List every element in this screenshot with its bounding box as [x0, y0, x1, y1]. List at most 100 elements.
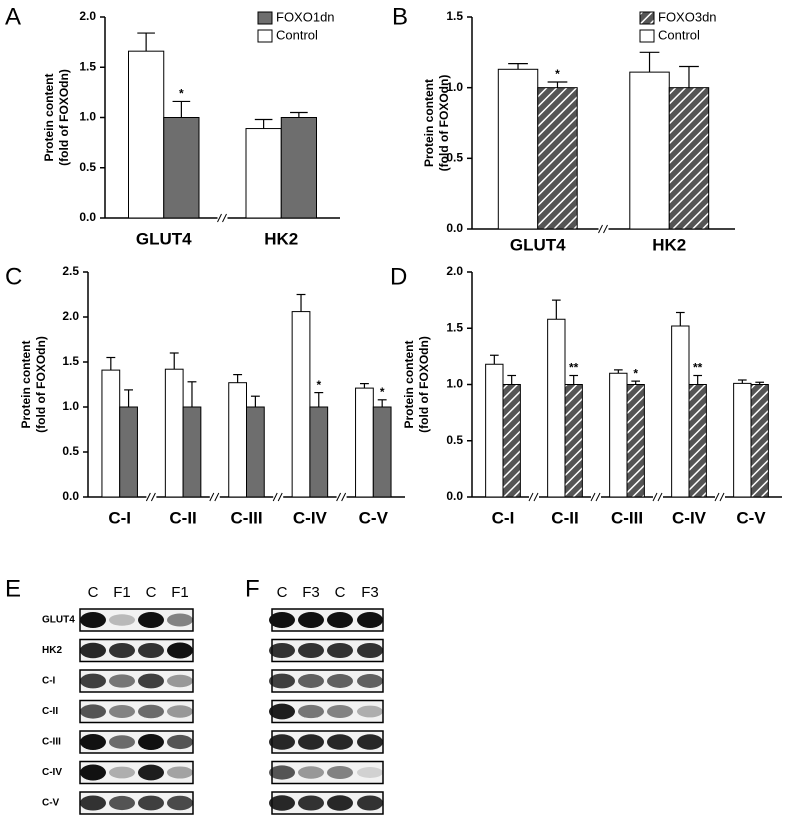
blot-band: [109, 705, 135, 718]
bar: [182, 406, 202, 498]
y-tick-label: 2.5: [62, 264, 79, 278]
blot-band: [269, 734, 295, 750]
blot-band: [298, 612, 324, 628]
lane-label: C: [146, 584, 157, 601]
blot-band: [138, 673, 164, 689]
blot-band: [357, 612, 383, 628]
bar: [688, 384, 707, 498]
y-tick-label: 1.5: [446, 9, 463, 23]
panel-label: C: [5, 263, 22, 290]
legend-label: FOXO3dn: [658, 9, 717, 24]
blot-band: [298, 795, 324, 811]
axis-break: [653, 493, 663, 501]
x-tick-label: C-III: [230, 508, 262, 527]
bar: [101, 369, 121, 498]
panel-label: D: [390, 263, 407, 290]
y-tick-label: 0.0: [446, 489, 463, 503]
significance-label: **: [693, 361, 703, 375]
y-axis-label: Protein content: [42, 73, 56, 161]
x-tick-label: C-I: [108, 508, 131, 527]
blot-band: [109, 614, 135, 626]
panel-label: F: [245, 575, 260, 602]
blot-band: [167, 795, 193, 811]
y-tick-label: 2.0: [62, 309, 79, 323]
blot-band: [357, 795, 383, 811]
x-tick-label: C-II: [169, 508, 196, 527]
blot-band: [167, 674, 193, 688]
blot-band: [269, 612, 295, 628]
bar: [547, 318, 566, 498]
y-axis-label: Protein content: [422, 79, 436, 167]
blot-band: [269, 795, 295, 811]
lane-label: C: [277, 584, 288, 601]
y-tick-label: 0.0: [446, 221, 463, 235]
lane-label: F3: [302, 584, 320, 601]
blot-band: [298, 734, 324, 750]
blot-band: [298, 766, 324, 779]
blot-band: [269, 765, 295, 780]
x-tick-label: C-IV: [293, 508, 328, 527]
significance-label: **: [569, 361, 579, 375]
bar: [626, 384, 645, 498]
y-tick-label: 2.0: [446, 264, 463, 278]
blot-band: [109, 735, 135, 749]
bar: [246, 406, 265, 498]
bar: [128, 50, 165, 219]
y-tick-label: 1.5: [62, 354, 79, 368]
axis-break-mark: [652, 492, 658, 502]
legend-swatch: [257, 11, 273, 25]
bar: [668, 87, 710, 230]
bar: [372, 406, 392, 498]
blot-band: [327, 734, 353, 750]
axis-break-mark: [533, 492, 539, 502]
axis-break-mark: [590, 492, 596, 502]
blot-band: [327, 705, 353, 718]
y-tick-label: 1.0: [446, 377, 463, 391]
axis-break-mark: [222, 213, 227, 223]
x-tick-label: C-IV: [672, 508, 707, 527]
axis-break-mark: [719, 492, 725, 502]
blot-band: [80, 612, 106, 628]
blot-band: [167, 766, 193, 779]
bar: [502, 384, 521, 498]
axis-break: [598, 225, 609, 233]
legend-label: Control: [658, 27, 700, 42]
blot-band: [80, 734, 106, 750]
blot-band: [357, 767, 383, 778]
row-label: C-IV: [42, 767, 62, 778]
bar: [291, 311, 311, 498]
row-label: GLUT4: [42, 615, 75, 626]
blot-band: [298, 704, 324, 719]
blot-band: [327, 612, 353, 628]
significance-label: *: [633, 366, 638, 380]
x-tick-label: C-V: [359, 508, 389, 527]
row-label: C-II: [42, 706, 58, 717]
axis-break: [715, 493, 725, 501]
blot-band: [138, 612, 164, 628]
lane-label: F3: [361, 584, 379, 601]
significance-label: *: [179, 87, 184, 101]
bar: [280, 117, 317, 219]
y-tick-label: 0.0: [79, 210, 96, 224]
axis-break-mark: [341, 492, 347, 502]
blot-band: [80, 704, 106, 719]
y-axis-label: Protein content: [402, 340, 416, 428]
blot-band: [80, 673, 106, 689]
lane-label: F1: [171, 584, 189, 601]
bar: [245, 128, 282, 219]
axis-break: [146, 493, 157, 501]
legend-swatch: [639, 11, 655, 25]
axis-break-mark: [657, 492, 663, 502]
x-tick-label: C-I: [492, 508, 515, 527]
axis-break-mark: [714, 492, 720, 502]
axis-break-mark: [145, 492, 151, 502]
bar: [750, 384, 769, 498]
blot-band: [327, 642, 353, 659]
bar: [564, 384, 583, 498]
blot-band: [269, 673, 295, 689]
bar: [671, 325, 690, 498]
blot-band: [167, 642, 193, 659]
row-label: HK2: [42, 645, 62, 656]
blot-band: [80, 642, 106, 659]
y-axis-label: (fold of FOXOdn): [57, 69, 71, 166]
